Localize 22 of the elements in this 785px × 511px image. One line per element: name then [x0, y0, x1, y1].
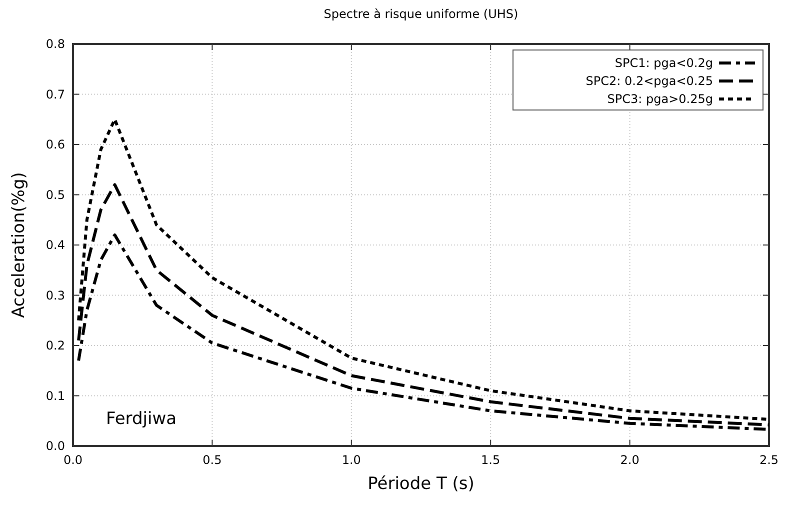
- annotation: Ferdjiwa: [106, 409, 177, 429]
- x-tick-label: 2.5: [759, 453, 779, 467]
- x-tick-label: 0.0: [63, 453, 83, 467]
- legend-label: SPC3: pga>0.25g: [607, 92, 713, 106]
- x-tick-label: 1.5: [481, 453, 500, 467]
- y-tick-label: 0.1: [46, 388, 65, 403]
- y-axis-title: Acceleration(%g): [9, 172, 29, 318]
- y-tick-label: 0.8: [46, 37, 65, 51]
- x-tick-label: 0.5: [202, 453, 222, 467]
- chart-title: Spectre à risque uniforme (UHS): [324, 7, 518, 21]
- y-tick-label: 0.6: [46, 138, 65, 152]
- y-tick-label: 0.2: [46, 338, 65, 352]
- y-tick-label: 0.7: [46, 87, 65, 102]
- y-tick-label: 0.3: [46, 288, 65, 302]
- legend-label: SPC1: pga<0.2g: [614, 56, 713, 70]
- x-tick-label: 1.0: [342, 453, 361, 467]
- legend-label: SPC2: 0.2<pga<0.25: [586, 74, 713, 88]
- x-axis-title: Période T (s): [368, 474, 474, 494]
- x-tick-label: 2.0: [620, 453, 640, 467]
- y-tick-label: 0.4: [46, 238, 65, 252]
- y-tick-label: 0.0: [46, 439, 65, 453]
- y-tick-label: 0.5: [46, 188, 65, 202]
